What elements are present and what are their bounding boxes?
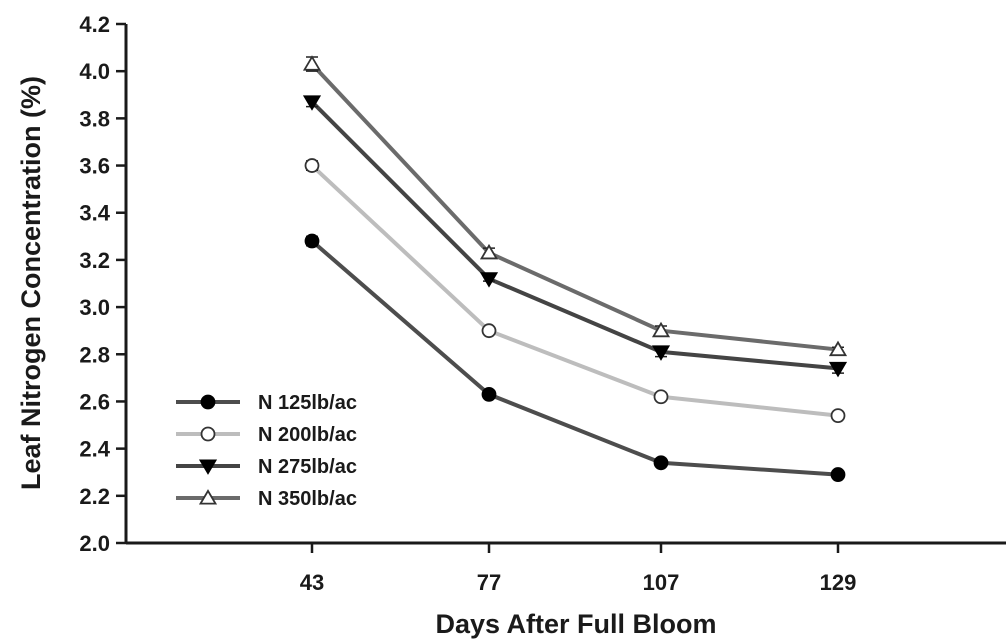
- legend-marker: [200, 426, 216, 442]
- series-line: [310, 164, 839, 418]
- x-tick-label: 107: [643, 570, 680, 595]
- legend-label: N 200lb/ac: [258, 424, 357, 446]
- y-tick-label: 2.2: [79, 484, 110, 509]
- data-point: [651, 345, 671, 361]
- series-2: [304, 158, 846, 424]
- legend-label: N 350lb/ac: [258, 488, 357, 510]
- legend-item-4: N 350lb/ac: [176, 488, 357, 510]
- y-tick-label: 2.6: [79, 389, 110, 414]
- data-point: [651, 321, 671, 338]
- data-point: [304, 233, 320, 249]
- legend-marker: [200, 394, 216, 410]
- y-tick-label: 4.2: [79, 12, 110, 37]
- data-point: [479, 243, 499, 260]
- y-tick-label: 2.8: [79, 342, 110, 367]
- x-tick-label: 43: [300, 570, 324, 595]
- data-point: [830, 408, 846, 424]
- x-tick-label: 77: [477, 570, 501, 595]
- series-3: [302, 95, 848, 378]
- series-4: [302, 55, 848, 357]
- series-line: [310, 239, 839, 477]
- legend-item-2: N 200lb/ac: [176, 424, 357, 446]
- x-tick-label: 129: [820, 570, 857, 595]
- series-layer: [302, 55, 848, 482]
- data-point: [302, 55, 322, 71]
- data-point: [828, 361, 848, 378]
- legend-label: N 125lb/ac: [258, 392, 357, 414]
- legend-marker: [198, 459, 218, 475]
- legend-item-1: N 125lb/ac: [176, 392, 357, 414]
- data-point: [479, 272, 499, 288]
- y-tick-label: 3.8: [79, 106, 110, 131]
- legend-item-3: N 275lb/ac: [176, 456, 357, 478]
- legend-marker: [198, 489, 218, 505]
- y-tick-label: 3.4: [79, 201, 110, 226]
- data-point: [481, 386, 497, 402]
- y-tick-label: 2.4: [79, 437, 110, 462]
- y-tick-label: 4.0: [79, 59, 110, 84]
- data-point: [830, 467, 846, 482]
- data-point: [481, 323, 497, 339]
- legend-label: N 275lb/ac: [258, 456, 357, 478]
- data-point: [828, 340, 848, 357]
- data-point: [302, 95, 322, 111]
- data-point: [304, 158, 320, 173]
- data-point: [653, 389, 669, 405]
- series-1: [304, 233, 846, 482]
- legend: N 125lb/ac N 200lb/ac N 275lb/ac N 350lb/ac: [176, 392, 357, 510]
- series-line: [310, 100, 839, 371]
- axes: 2.0 2.2 2.4 2.6 2.8 3.0 3.2 3.4 3.6 3.8 4.0 4.2 43 77…: [79, 12, 1006, 595]
- y-axis-title: Leaf Nitrogen Concentration (%): [16, 76, 46, 490]
- x-axis-title: Days After Full Bloom: [435, 609, 716, 639]
- y-tick-label: 3.2: [79, 248, 110, 273]
- y-tick-label: 2.0: [79, 531, 110, 556]
- y-tick-label: 3.0: [79, 295, 110, 320]
- y-tick-label: 3.6: [79, 154, 110, 179]
- data-point: [653, 455, 669, 471]
- series-line: [310, 62, 839, 352]
